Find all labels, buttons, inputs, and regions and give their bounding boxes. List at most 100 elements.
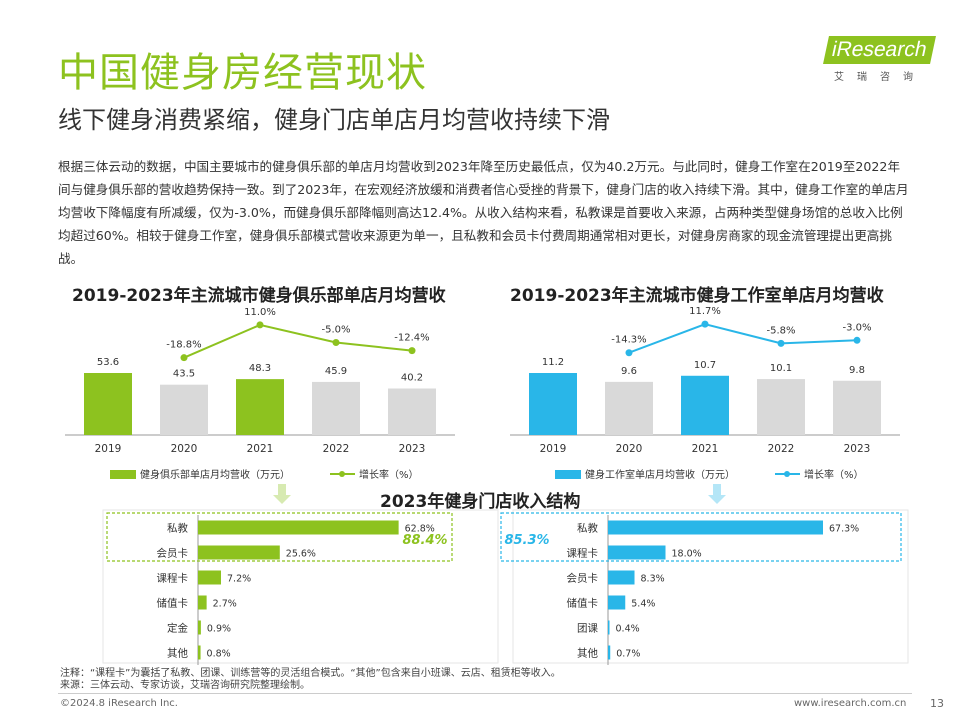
studio-growth-point-0	[625, 349, 633, 357]
studio-tick-2021: 2021	[692, 443, 719, 455]
club-structure-category-5: 其他	[167, 647, 188, 660]
club-structure-category-4: 定金	[167, 622, 188, 635]
club-bar-2021	[236, 379, 284, 435]
studio-legend-line-label: 增长率（%）	[804, 468, 864, 481]
studio-structure-value-4: 0.4%	[616, 624, 640, 635]
club-tick-2023: 2023	[399, 443, 426, 455]
club-tick-2019: 2019	[95, 443, 122, 455]
studio-bar-value-2021: 10.7	[694, 360, 716, 371]
revenue-structure-chart: 私教 62.8% 会员卡 25.6% 课程卡 7.2% 储值卡 2.7% 定金 0.9% 其他 0.8…	[102, 484, 909, 665]
studio-structure-value-3: 5.4%	[631, 599, 655, 610]
club-growth-line	[183, 323, 413, 359]
club-legend-bar-label: 健身俱乐部单店月均营收（万元）	[140, 468, 290, 481]
club-bar-2020	[160, 384, 208, 435]
club-structure-value-2: 7.2%	[227, 574, 251, 585]
page-number: 13	[930, 697, 944, 710]
iresearch-logo: iResearch 艾瑞咨询	[823, 36, 936, 88]
studio-tick-2020: 2020	[616, 443, 643, 455]
club-structure-category-3: 储值卡	[157, 597, 189, 610]
studio-structure-bar-1	[608, 545, 666, 560]
club-arrow-head	[273, 495, 291, 504]
club-tick-2021: 2021	[247, 443, 274, 455]
notes-line-1: 注释：“课程卡”为囊括了私教、团课、训练营等的灵活组合模式。“其他”包含来自小班…	[60, 668, 561, 679]
club-tick-2022: 2022	[323, 443, 350, 455]
club-legend-line-dot	[339, 471, 345, 477]
studio-legend-bar-label: 健身工作室单店月均营收（万元）	[585, 468, 735, 481]
page-subtitle: 线下健身消费紧缩，健身门店单店月均营收持续下滑	[58, 106, 610, 134]
studio-bar-2022	[757, 379, 805, 435]
studio-structure-top2-box	[500, 512, 902, 562]
club-structure-value-5: 0.8%	[207, 649, 231, 660]
club-structure-category-2: 课程卡	[157, 572, 189, 585]
club-bar-value-2022: 45.9	[325, 366, 347, 377]
studio-growth-label-2020: -14.3%	[611, 335, 646, 346]
club-structure-top2-box	[106, 512, 453, 562]
notes-line-2: 来源：三体云动、专家访谈，艾瑞咨询研究院整理绘制。	[60, 680, 310, 691]
copyright: ©2024.8 iResearch Inc.	[60, 698, 178, 709]
club-structure-category-1: 会员卡	[157, 547, 189, 560]
club-structure-value-3: 2.7%	[213, 599, 237, 610]
club-growth-point-0	[180, 354, 188, 362]
studio-growth-point-3	[853, 336, 861, 344]
club-structure-combined-share: 88.4%	[402, 533, 447, 548]
studio-structure-panel	[512, 509, 909, 664]
studio-bar-value-2019: 11.2	[542, 357, 564, 368]
structure-chart-title: 2023年健身门店收入结构	[380, 492, 581, 512]
club-structure-bar-0	[198, 520, 399, 535]
studio-structure-bar-4	[608, 620, 610, 635]
studio-revenue-chart: 11.2 2019 9.6 2020 -14.3% 10.7 2021 11.7% 10.1 20…	[510, 306, 900, 481]
club-legend-bar-swatch	[110, 470, 136, 479]
studio-growth-point-1	[701, 320, 709, 328]
club-growth-label-2022: -5.0%	[321, 325, 350, 336]
club-structure-value-1: 25.6%	[286, 549, 316, 560]
club-growth-point-1	[256, 321, 264, 329]
studio-structure-category-2: 会员卡	[567, 572, 599, 585]
studio-tick-2022: 2022	[768, 443, 795, 455]
studio-structure-category-5: 其他	[577, 647, 598, 660]
studio-bar-value-2022: 10.1	[770, 363, 792, 374]
studio-structure-combined-share: 85.3%	[504, 533, 549, 548]
studio-structure-value-5: 0.7%	[616, 649, 640, 660]
studio-structure-bar-5	[608, 645, 611, 660]
studio-bar-2020	[605, 381, 653, 435]
studio-tick-2019: 2019	[540, 443, 567, 455]
studio-chart-title: 2019-2023年主流城市健身工作室单店月均营收	[510, 286, 884, 306]
club-structure-bar-2	[198, 570, 222, 585]
logo-brand: iResearch	[823, 36, 936, 64]
studio-arrow-shaft	[713, 484, 721, 495]
notes: 注释：“课程卡”为囊括了私教、团课、训练营等的灵活组合模式。“其他”包含来自小班…	[60, 668, 561, 692]
studio-structure-category-0: 私教	[577, 522, 598, 535]
website: www.iresearch.com.cn	[794, 698, 907, 709]
club-tick-2020: 2020	[171, 443, 198, 455]
studio-bar-2021	[681, 375, 729, 435]
club-growth-label-2020: -18.8%	[166, 340, 201, 351]
body-paragraph: 根据三体云动的数据，中国主要城市的健身俱乐部的单店月均营收到2023年降至历史最…	[58, 159, 909, 266]
studio-structure-category-4: 团课	[577, 623, 598, 635]
club-bar-2023	[388, 388, 436, 435]
club-structure-value-0: 62.8%	[405, 524, 435, 535]
club-structure-category-0: 私教	[167, 522, 188, 535]
studio-arrow-head	[708, 495, 726, 504]
studio-growth-point-2	[777, 339, 785, 347]
studio-growth-label-2021: 11.7%	[689, 306, 721, 317]
studio-structure-value-1: 18.0%	[672, 549, 702, 560]
club-revenue-chart: 53.6 2019 43.5 2020 -18.8% 48.3 2021 11.0% 45.9 2…	[65, 307, 455, 481]
club-structure-bar-1	[198, 545, 280, 560]
club-bar-2022	[312, 381, 360, 435]
studio-structure-bar-3	[608, 595, 626, 610]
studio-growth-line	[628, 323, 858, 354]
studio-growth-label-2022: -5.8%	[766, 325, 795, 336]
club-growth-label-2023: -12.4%	[394, 333, 429, 344]
club-growth-point-3	[408, 347, 416, 355]
studio-structure-bar-2	[608, 570, 635, 585]
club-structure-bar-3	[198, 595, 207, 610]
club-bar-value-2020: 43.5	[173, 369, 195, 380]
studio-tick-2023: 2023	[844, 443, 871, 455]
club-structure-bar-5	[198, 645, 201, 660]
logo-cn: 艾瑞咨询	[834, 72, 926, 83]
club-bar-value-2019: 53.6	[97, 357, 119, 368]
studio-structure-value-0: 67.3%	[829, 524, 859, 535]
footer-divider	[58, 693, 912, 694]
club-structure-panel	[102, 509, 499, 664]
studio-structure-value-2: 8.3%	[641, 574, 665, 585]
